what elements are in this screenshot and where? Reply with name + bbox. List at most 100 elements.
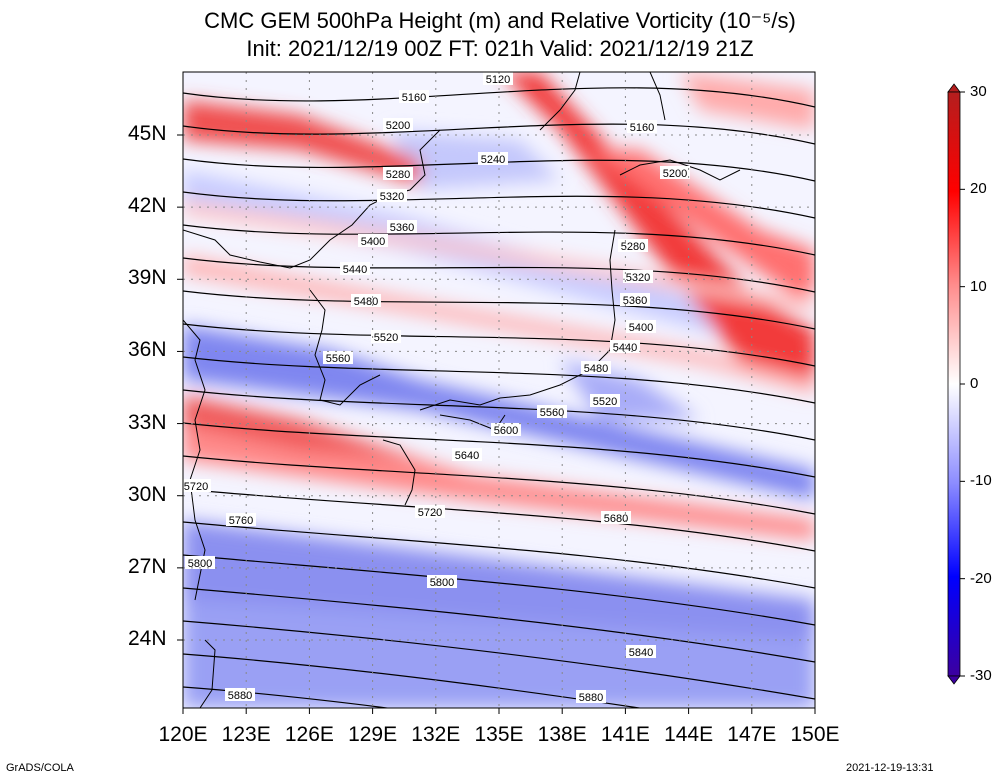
contour-label: 5360 <box>620 293 650 307</box>
lon-label: 129E <box>348 723 398 746</box>
svg-text:5280: 5280 <box>621 241 645 253</box>
contour-label: 5840 <box>626 645 656 659</box>
svg-text:5600: 5600 <box>494 425 518 437</box>
svg-text:5680: 5680 <box>604 513 628 525</box>
graticule <box>183 72 815 708</box>
contour-label: 5880 <box>576 690 606 704</box>
svg-text:5840: 5840 <box>629 647 653 659</box>
lon-label: 123E <box>221 723 271 746</box>
contour-label: 5120 <box>483 72 513 86</box>
height-contour <box>183 620 815 700</box>
colorbar <box>947 83 965 685</box>
colorbar-label: 30 <box>970 83 987 100</box>
lon-label: 147E <box>727 723 777 746</box>
lat-label: 30N <box>128 482 167 506</box>
svg-text:5880: 5880 <box>579 692 603 704</box>
lon-label: 144E <box>664 723 714 746</box>
height-contour <box>183 488 815 552</box>
lon-label: 126E <box>284 723 334 746</box>
colorbar-label: 10 <box>970 277 987 295</box>
height-contour <box>183 653 644 708</box>
lat-label: 24N <box>128 627 167 650</box>
lat-label: 27N <box>128 554 167 578</box>
contour-label: 5800 <box>185 556 215 570</box>
svg-text:5160: 5160 <box>630 122 654 134</box>
lat-label: 39N <box>128 266 167 290</box>
height-contour <box>183 521 815 589</box>
contour-label: 5680 <box>601 511 631 525</box>
svg-text:5480: 5480 <box>584 363 608 375</box>
svg-text:5360: 5360 <box>390 222 414 234</box>
contour-label: 5560 <box>537 405 567 419</box>
svg-text:5200: 5200 <box>663 168 687 180</box>
lat-label: 42N <box>128 194 167 218</box>
lon-label: 135E <box>474 723 524 746</box>
coastlines <box>183 72 741 708</box>
svg-text:5640: 5640 <box>455 450 479 462</box>
lon-label: 138E <box>537 723 587 746</box>
contour-label: 5320 <box>377 189 407 203</box>
contour-label: 5320 <box>623 270 653 284</box>
contour-labels: 5120 5160 5160 5200 5200 5240 5280 5280 5320 5320… <box>181 72 690 704</box>
contour-label: 5480 <box>581 361 611 375</box>
contour-label: 5760 <box>226 513 256 527</box>
svg-text:5240: 5240 <box>481 154 505 166</box>
height-contour <box>183 257 815 293</box>
svg-text:5280: 5280 <box>386 169 410 181</box>
colorbar-label: 20 <box>970 180 987 198</box>
lon-label: 141E <box>600 723 650 746</box>
contour-label: 5280 <box>618 239 648 253</box>
svg-text:5520: 5520 <box>593 396 617 408</box>
svg-text:5480: 5480 <box>354 296 378 308</box>
height-contour <box>183 123 815 145</box>
contour-label: 5520 <box>590 394 620 408</box>
svg-text:5120: 5120 <box>486 74 510 86</box>
lat-label: 36N <box>128 338 167 362</box>
contour-label: 5440 <box>340 262 370 276</box>
svg-text:5320: 5320 <box>380 191 404 203</box>
height-contour <box>183 455 815 515</box>
height-contour <box>183 554 815 626</box>
contour-label: 5720 <box>181 479 211 493</box>
svg-text:5400: 5400 <box>361 236 385 248</box>
map-title-line2: Init: 2021/12/19 00Z FT: 021h Valid: 202… <box>246 36 754 61</box>
contour-label: 5720 <box>415 505 445 519</box>
footer-timestamp: 2021-12-19-13:31 <box>846 762 934 774</box>
height-contours <box>183 87 815 708</box>
height-contour <box>183 422 815 478</box>
contour-label: 5560 <box>323 351 353 365</box>
contour-label: 5640 <box>452 448 482 462</box>
svg-text:5880: 5880 <box>228 690 252 702</box>
axis-ticks <box>177 134 816 714</box>
svg-text:5400: 5400 <box>629 322 653 334</box>
svg-text:5360: 5360 <box>623 295 647 307</box>
svg-text:5720: 5720 <box>184 481 208 493</box>
height-contour <box>183 389 815 441</box>
svg-text:5160: 5160 <box>402 92 426 104</box>
height-contour <box>183 191 815 219</box>
contour-label: 5280 <box>383 167 413 181</box>
footer-credit: GrADS/COLA <box>6 762 74 774</box>
height-contour <box>183 224 815 256</box>
contour-label: 5520 <box>371 330 401 344</box>
map-title-line1: CMC GEM 500hPa Height (m) and Relative V… <box>204 8 796 33</box>
contour-label: 5200 <box>660 166 690 180</box>
contour-label: 5400 <box>626 320 656 334</box>
contour-label: 5480 <box>351 294 381 308</box>
svg-text:5560: 5560 <box>326 353 350 365</box>
svg-text:5440: 5440 <box>343 264 367 276</box>
svg-text:5800: 5800 <box>188 558 212 570</box>
height-contour <box>183 323 815 367</box>
svg-text:5560: 5560 <box>540 407 564 419</box>
contour-label: 5360 <box>387 220 417 234</box>
height-contour <box>183 587 815 663</box>
lon-label: 150E <box>790 723 840 746</box>
svg-text:5200: 5200 <box>386 120 410 132</box>
colorbar-label: -30 <box>970 667 992 684</box>
height-contour <box>183 290 815 330</box>
colorbar-label: 0 <box>970 375 979 392</box>
contour-label: 5240 <box>478 152 508 166</box>
svg-text:5520: 5520 <box>374 332 398 344</box>
height-contour <box>183 686 393 708</box>
